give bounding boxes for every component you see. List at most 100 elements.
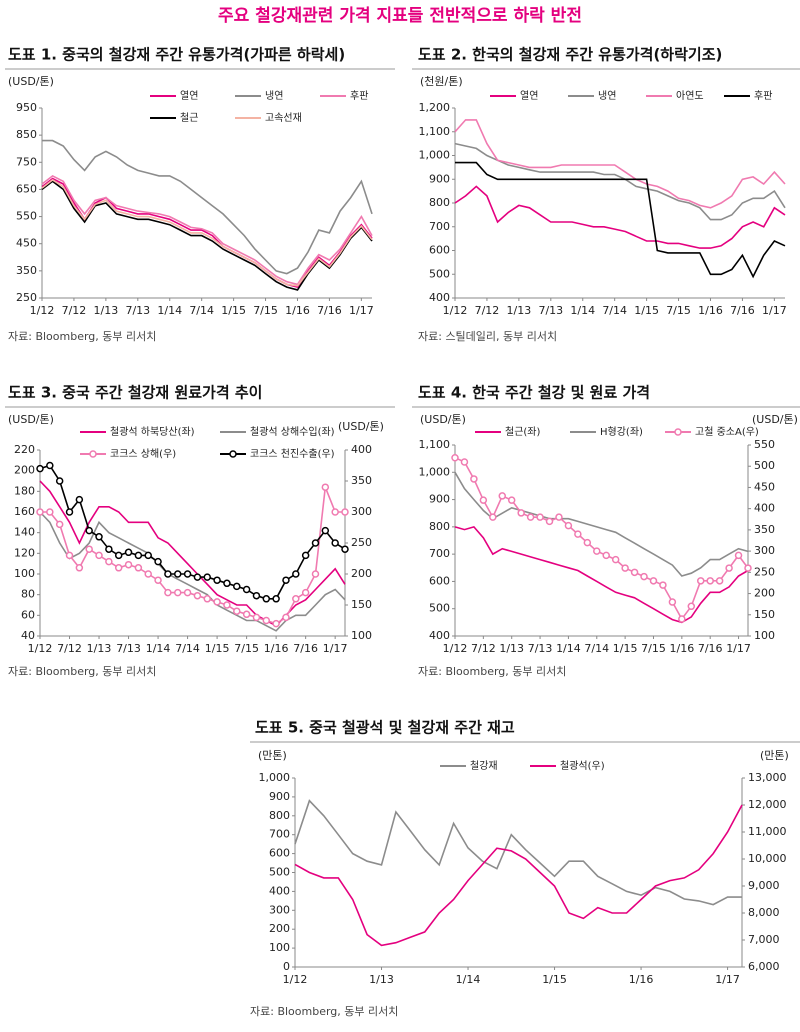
series-marker (183, 588, 192, 597)
y-tick-label: 750 (16, 155, 37, 168)
series-marker (526, 513, 535, 521)
x-tick-label: 1/14 (146, 642, 171, 655)
series-marker (341, 508, 349, 516)
y2-axis-label: (USD/톤) (752, 413, 798, 426)
y-axis-label: (USD/톤) (420, 413, 466, 426)
series-marker (193, 573, 202, 581)
x-tick-label: 1/13 (507, 304, 532, 317)
series-marker (725, 564, 733, 572)
y-tick-label: 0 (283, 960, 290, 973)
x-tick-label: 1/13 (369, 973, 394, 986)
x-tick-label: 1/16 (669, 642, 694, 655)
series-line (39, 480, 346, 627)
y-tick-label: 600 (429, 244, 450, 257)
series-marker (479, 496, 488, 504)
series-marker (301, 551, 310, 560)
legend-label: 철근 (180, 112, 198, 124)
series-marker (611, 555, 620, 564)
series-marker (687, 602, 696, 611)
y2-tick-label: 300 (351, 505, 372, 518)
series-marker (114, 564, 123, 572)
x-tick-label: 7/16 (698, 642, 723, 655)
y-axis-label: (USD/톤) (8, 413, 54, 426)
series-marker (621, 564, 629, 572)
x-tick-label: 1/17 (323, 642, 348, 655)
x-tick-label: 7/13 (528, 642, 553, 655)
series-marker (292, 595, 300, 603)
series-line (42, 139, 373, 275)
chart-title: 도표 4. 한국 주간 철강 및 원료 가격 (418, 384, 650, 402)
y-tick-label: 400 (429, 291, 450, 304)
series-marker (85, 545, 93, 553)
source: 자료: Bloomberg, 동부 리서치 (250, 1005, 398, 1018)
series-marker (213, 576, 221, 584)
series-line (454, 456, 749, 621)
legend-label: 철광석(우) (560, 760, 605, 772)
series-marker (715, 577, 724, 585)
y-tick-label: 200 (269, 922, 290, 935)
series-marker (517, 509, 525, 517)
y-tick-label: 700 (429, 220, 450, 233)
series-line (294, 804, 743, 947)
legend-marker (89, 450, 97, 458)
y2-tick-label: 400 (754, 502, 775, 515)
x-tick-label: 1/12 (283, 973, 308, 986)
x-tick-label: 7/14 (584, 642, 609, 655)
source: 자료: Bloomberg, 동부 리서치 (418, 665, 566, 678)
series-marker (555, 513, 563, 521)
y2-tick-label: 200 (754, 587, 775, 600)
series-marker (536, 513, 544, 521)
y2-tick-label: 350 (754, 523, 775, 536)
chart-title: 도표 3. 중국 주간 철강재 원료가격 추이 (8, 384, 262, 402)
y2-tick-label: 12,000 (748, 798, 787, 811)
y-tick-label: 700 (429, 547, 450, 560)
y-tick-label: 900 (429, 172, 450, 185)
y-tick-label: 400 (429, 629, 450, 642)
series-marker (173, 588, 182, 597)
x-tick-label: 1/15 (205, 642, 230, 655)
x-tick-label: 1/14 (456, 973, 481, 986)
x-tick-label: 1/14 (556, 642, 581, 655)
legend-label: H형강(좌) (600, 426, 643, 438)
x-tick-label: 1/12 (443, 304, 468, 317)
y-axis-label: (USD/톤) (8, 75, 54, 88)
series-marker (85, 526, 93, 535)
series-marker (65, 508, 74, 516)
series-marker (262, 595, 271, 603)
y-tick-label: 140 (14, 526, 35, 539)
legend-label: 열연 (180, 90, 198, 102)
series-marker (311, 570, 320, 578)
y2-tick-label: 9,000 (748, 879, 780, 892)
series-marker (498, 492, 507, 500)
x-tick-label: 7/12 (475, 304, 500, 317)
series-marker (282, 576, 290, 584)
y2-tick-label: 250 (351, 536, 372, 549)
y-tick-label: 700 (269, 828, 290, 841)
legend-label: 열연 (520, 90, 538, 102)
y2-tick-label: 11,000 (748, 825, 787, 838)
x-tick-label: 1/17 (349, 304, 374, 317)
y-tick-label: 120 (14, 546, 35, 559)
y-tick-label: 850 (16, 128, 37, 141)
series-line (294, 799, 742, 906)
series-marker (203, 573, 212, 581)
series-marker (36, 464, 44, 473)
y2-tick-label: 7,000 (748, 933, 780, 946)
series-marker (233, 582, 241, 591)
y-tick-label: 400 (269, 884, 290, 897)
x-tick-label: 7/16 (317, 304, 342, 317)
x-tick-label: 1/17 (715, 973, 740, 986)
series-marker (105, 545, 113, 553)
series-marker (331, 539, 339, 547)
series-line (41, 178, 373, 287)
series-marker (46, 508, 54, 516)
series-marker (252, 613, 261, 622)
x-tick-label: 7/14 (189, 304, 214, 317)
y2-tick-label: 13,000 (748, 771, 787, 784)
y-axis-label: (천원/톤) (420, 74, 463, 88)
series-line (39, 511, 346, 632)
series-line (454, 142, 786, 221)
y2-tick-label: 150 (754, 608, 775, 621)
y2-tick-label: 550 (754, 438, 775, 451)
x-tick-label: 1/12 (30, 304, 55, 317)
